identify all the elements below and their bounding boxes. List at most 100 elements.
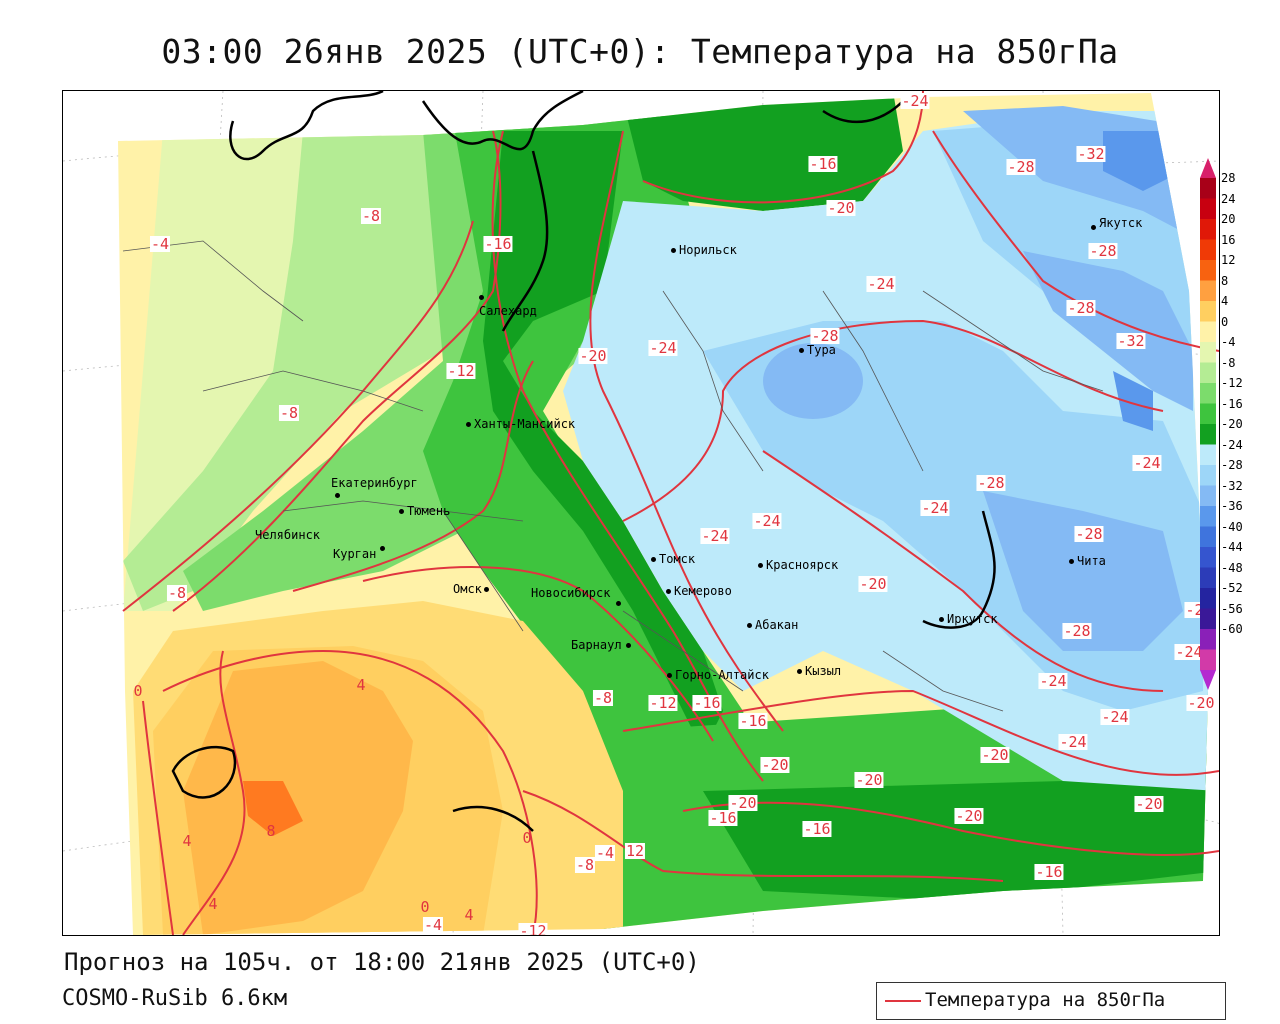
- colorbar-swatch: [1200, 342, 1216, 363]
- colorbar-tick-label: -4: [1221, 336, 1235, 348]
- isotherm-label: -24: [1132, 455, 1161, 471]
- colorbar-tick-label: -48: [1221, 562, 1243, 574]
- colorbar-swatch: [1200, 424, 1216, 445]
- city-kurgan: Курган: [333, 548, 388, 561]
- isotherm-label: -12: [446, 363, 475, 379]
- colorbar-swatch: [1200, 178, 1216, 199]
- city-novosibirsk: Новосибирск: [531, 587, 624, 600]
- isotherm-label: -8: [575, 857, 595, 873]
- isotherm-label: -4: [423, 917, 443, 933]
- colorbar-tick-label: -24: [1221, 439, 1243, 451]
- city-kyzyl: Кызыл: [797, 665, 841, 678]
- city-abakan: Абакан: [747, 619, 798, 632]
- city-marker: [797, 669, 802, 674]
- city-chelyabinsk: Челябинск: [255, 529, 320, 542]
- isotherm-label: -28: [1074, 526, 1103, 542]
- city-barnaul: Барнаул: [571, 639, 634, 652]
- colorbar-swatch: [1200, 363, 1216, 384]
- colorbar-swatch: [1200, 240, 1216, 261]
- isotherm-label: -24: [900, 93, 929, 109]
- colorbar-swatch: [1200, 445, 1216, 466]
- isotherm-label: -16: [808, 156, 837, 172]
- colorbar-tick-label: 16: [1221, 234, 1235, 246]
- colorbar-swatch: [1200, 650, 1216, 671]
- colorbar-swatch: [1200, 199, 1216, 220]
- isotherm-label: -20: [854, 772, 883, 788]
- isotherm-label: -20: [1186, 695, 1215, 711]
- isotherm-label: -20: [826, 200, 855, 216]
- city-yakutsk: Якутск: [1091, 221, 1142, 234]
- isotherm-label: -16: [1034, 864, 1063, 880]
- isotherm-label: -16: [483, 236, 512, 252]
- city-marker: [671, 248, 676, 253]
- isotherm-label: 4: [355, 677, 366, 693]
- colorbar-tick-label: -60: [1221, 623, 1243, 635]
- isotherm-label: -24: [648, 340, 677, 356]
- isotherm-label: 0: [521, 830, 532, 846]
- colorbar-swatch: [1200, 486, 1216, 507]
- city-salekhard: Салехард: [479, 291, 545, 304]
- colorbar-tick-label: -28: [1221, 459, 1243, 471]
- city-marker: [651, 557, 656, 562]
- isotherm-label: -24: [1038, 673, 1067, 689]
- isotherm-label: -16: [802, 821, 831, 837]
- colorbar-swatch: [1200, 383, 1216, 404]
- isotherm-label: -16: [692, 695, 721, 711]
- city-marker: [466, 422, 471, 427]
- colorbar-swatch: [1200, 281, 1216, 302]
- colorbar-swatch: [1200, 506, 1216, 527]
- city-marker: [479, 295, 484, 300]
- colorbar-tick-label: 8: [1221, 275, 1228, 287]
- forecast-caption: Прогноз на 105ч. от 18:00 21янв 2025 (UT…: [64, 948, 700, 976]
- colorbar-top-arrow: [1200, 158, 1216, 178]
- city-omsk: Омск: [453, 583, 492, 596]
- model-caption: COSMO-RuSib 6.6км: [62, 986, 287, 1011]
- isotherm-label: -16: [708, 810, 737, 826]
- city-marker: [380, 546, 385, 551]
- colorbar-tick-label: -8: [1221, 357, 1235, 369]
- colorbar-tick-label: -56: [1221, 603, 1243, 615]
- isotherm-label: -28: [810, 328, 839, 344]
- city-khanty-mansiysk: Ханты-Мансийск: [466, 418, 575, 431]
- colorbar-tick-label: -12: [1221, 377, 1243, 389]
- colorbar-swatch: [1200, 588, 1216, 609]
- isotherm-label: -20: [1134, 796, 1163, 812]
- city-marker: [335, 493, 340, 498]
- isotherm-label: 4: [181, 833, 192, 849]
- colorbar-tick-label: -40: [1221, 521, 1243, 533]
- isotherm-label: -20: [980, 747, 1009, 763]
- city-marker: [747, 623, 752, 628]
- isotherm-label: -28: [1088, 243, 1117, 259]
- isotherm-label: -28: [976, 475, 1005, 491]
- colorbar-swatch: [1200, 465, 1216, 486]
- isotherm-label: -28: [1006, 159, 1035, 175]
- isotherm-label: -8: [279, 405, 299, 421]
- isotherm-label: -8: [167, 585, 187, 601]
- colorbar-tick-label: -20: [1221, 418, 1243, 430]
- isotherm-label: 4: [207, 896, 218, 912]
- legend-label: Температура на 850гПа: [925, 989, 1165, 1011]
- isotherm-label: -28: [1062, 623, 1091, 639]
- colorbar-tick-label: -52: [1221, 582, 1243, 594]
- city-irkutsk: Иркутск: [939, 613, 998, 626]
- colorbar-tick-label: 24: [1221, 193, 1235, 205]
- city-gorno-altaysk: Горно-Алтайск: [667, 669, 769, 682]
- temperature-map: Норильск Салехард Ханты-Мансийск Екатери…: [62, 90, 1220, 936]
- city-marker: [484, 587, 489, 592]
- isotherm-label: -8: [593, 690, 613, 706]
- city-marker: [939, 617, 944, 622]
- isotherm-label: -20: [954, 808, 983, 824]
- isotherm-label: -20: [858, 576, 887, 592]
- city-marker: [1069, 559, 1074, 564]
- isotherm-label: -32: [1076, 146, 1105, 162]
- isotherm-label: 0: [419, 899, 430, 915]
- city-chita: Чита: [1069, 555, 1106, 568]
- isotherm-label: -4: [595, 845, 615, 861]
- isotherm-label: 0: [132, 683, 143, 699]
- colorbar-tick-label: 0: [1221, 316, 1228, 328]
- isotherm-label: -24: [920, 500, 949, 516]
- isotherm-label: -8: [361, 208, 381, 224]
- isotherm-label: -24: [752, 513, 781, 529]
- city-marker: [399, 509, 404, 514]
- colorbar-swatch: [1200, 568, 1216, 589]
